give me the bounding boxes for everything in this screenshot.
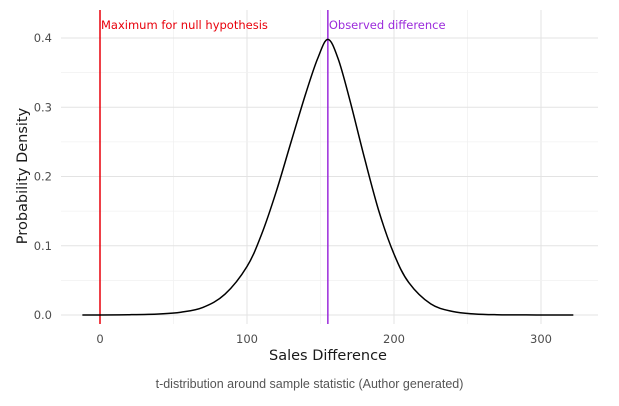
figure-caption: t-distribution around sample statistic (… bbox=[155, 377, 464, 391]
y-tick-label: 0.2 bbox=[34, 170, 52, 184]
y-tick-label: 0.1 bbox=[34, 239, 52, 253]
tick-labels: 0 100 200 300 0.0 0.1 0.2 0.3 0.4 bbox=[34, 31, 552, 346]
series-layer bbox=[82, 38, 574, 316]
x-axis-title: Sales Difference bbox=[269, 348, 387, 364]
y-tick-label: 0.4 bbox=[34, 31, 52, 45]
density-curve bbox=[82, 38, 574, 316]
density-chart: Maximum for null hypothesis Observed diff… bbox=[15, 10, 598, 364]
reference-lines: Maximum for null hypothesis Observed diff… bbox=[99, 10, 446, 324]
x-tick-label: 300 bbox=[530, 332, 552, 346]
null-hypothesis-label: Maximum for null hypothesis bbox=[101, 18, 268, 32]
y-axis-title: Probability Density bbox=[15, 107, 31, 244]
x-tick-label: 200 bbox=[383, 332, 405, 346]
y-tick-label: 0.0 bbox=[34, 308, 52, 322]
x-tick-label: 0 bbox=[96, 332, 103, 346]
x-tick-label: 100 bbox=[236, 332, 258, 346]
observed-difference-label: Observed difference bbox=[329, 18, 446, 32]
y-tick-label: 0.3 bbox=[34, 100, 52, 114]
grid bbox=[61, 10, 598, 324]
